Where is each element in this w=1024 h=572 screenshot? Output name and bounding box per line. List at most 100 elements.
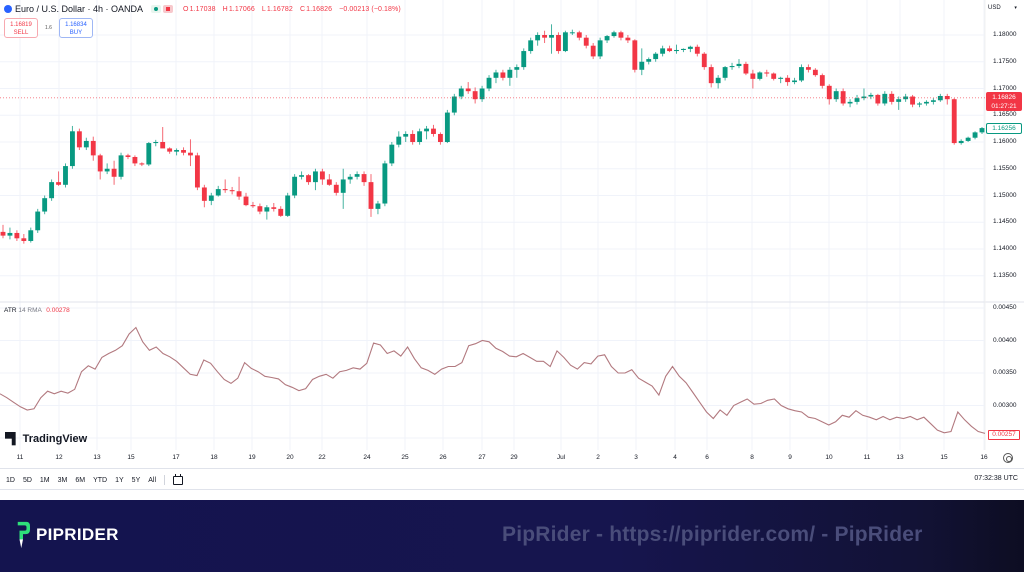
time-axis-label: 29	[510, 454, 518, 461]
spread-value: 1.6	[45, 25, 52, 31]
time-axis-label: 20	[286, 454, 294, 461]
time-axis-label: 27	[478, 454, 486, 461]
open-label: O	[183, 5, 189, 13]
clock[interactable]: 07:32:38 UTC	[974, 475, 1018, 482]
symbol-legend: Euro / U.S. Dollar · 4h · OANDA O1.17038…	[4, 4, 406, 14]
tradingview-wordmark: TradingView	[22, 433, 88, 445]
time-axis-label: 13	[93, 454, 101, 461]
atr-axis-label: 0.00350	[993, 369, 1017, 376]
sell-button[interactable]: 1.16819 SELL	[4, 18, 38, 38]
symbol-title[interactable]: Euro / U.S. Dollar · 4h · OANDA	[15, 4, 144, 14]
time-axis-label: 11	[863, 454, 871, 461]
time-axis-label: 3	[634, 454, 638, 461]
piprider-name: PIPRIDER	[36, 525, 119, 544]
buy-button[interactable]: 1.16834 BUY	[58, 18, 93, 38]
time-axis-label: 25	[401, 454, 409, 461]
time-axis-label: 26	[439, 454, 447, 461]
range-button-1y[interactable]: 1Y	[115, 476, 124, 484]
time-axis-label: 18	[210, 454, 218, 461]
current-price: 1.16826	[992, 94, 1016, 101]
market-open-icon[interactable]	[151, 5, 162, 13]
price-axis-label: 1.15000	[993, 191, 1017, 199]
low-value: 1.16782	[266, 5, 293, 13]
buy-label: BUY	[69, 30, 83, 36]
time-axis-label: 15	[940, 454, 948, 461]
atr-axis-label: 0.00400	[993, 336, 1017, 344]
piprider-brand[interactable]: PIPRIDER	[16, 519, 119, 551]
axis-settings-icon[interactable]	[1003, 453, 1013, 463]
price-axis-label: 1.17500	[993, 57, 1017, 65]
trade-buttons: 1.16819 SELL 1.6 1.16834 BUY	[4, 18, 93, 38]
date-range-buttons: 1D 5D 1M 3M 6M YTD 1Y 5Y All	[6, 473, 184, 485]
open-value: 1.17038	[189, 5, 216, 13]
current-price-tag: 1.16826 01:27:21	[986, 92, 1022, 111]
chart-canvas[interactable]	[0, 0, 1024, 500]
close-value: 1.16826	[306, 5, 333, 13]
chart-area[interactable]: Euro / U.S. Dollar · 4h · OANDA O1.17038…	[0, 0, 1024, 500]
atr-line	[0, 326, 986, 434]
low-label: L	[261, 5, 266, 13]
data-status-icon[interactable]	[163, 5, 174, 13]
range-button-1d[interactable]: 1D	[6, 476, 15, 484]
high-value: 1.17066	[228, 5, 255, 13]
chevron-down-icon: ▾	[1014, 5, 1017, 11]
range-button-ytd[interactable]: YTD	[93, 476, 108, 484]
price-axis-label: 1.14000	[993, 245, 1017, 252]
bottom-toolbar: 1D 5D 1M 3M 6M YTD 1Y 5Y All 07:32:38 UTC	[0, 468, 1024, 490]
time-axis-label: 2	[596, 454, 600, 461]
atr-name: ATR	[4, 307, 17, 314]
atr-axis-label: 0.00300	[993, 401, 1017, 409]
atr-last-tag: 0.00257	[988, 430, 1020, 440]
time-axis-label: 24	[363, 454, 371, 461]
time-axis-label: Jul	[556, 454, 566, 461]
range-button-5y[interactable]: 5Y	[131, 476, 141, 484]
price-axis-label: 1.18000	[993, 31, 1017, 38]
ohlc-values: O1.17038 H1.17066 L1.16782 C1.16826 −0.0…	[183, 6, 406, 13]
range-button-6m[interactable]: 6M	[75, 476, 86, 484]
atr-legend[interactable]: ATR 14 RMA 0.00278	[4, 307, 70, 314]
time-axis-label: 6	[705, 454, 709, 461]
atr-params: 14 RMA	[18, 307, 42, 314]
time-axis[interactable]: 11 12 13 15 17 18 19 20 22 24 25 26 27 29 Jul 2 3 4 6 8 9 10 1…	[0, 454, 1024, 466]
change-value: −0.00213 (−0.18%)	[339, 5, 401, 13]
high-label: H	[222, 5, 228, 13]
range-button-1m[interactable]: 1M	[39, 476, 50, 484]
time-axis-label: 16	[980, 454, 988, 461]
toolbar-divider	[164, 475, 166, 485]
currency-label: USD	[988, 5, 1001, 11]
go-to-date-calendar-icon[interactable]	[173, 473, 184, 485]
piprider-logo-icon	[17, 521, 30, 549]
bar-countdown: 01:27:21	[991, 103, 1017, 110]
price-axis-label: 1.17000	[993, 84, 1017, 92]
close-label: C	[299, 5, 306, 13]
price-axis-label: 1.16000	[993, 138, 1017, 145]
price-axis-label: 1.13500	[993, 271, 1017, 279]
time-axis-label: 10	[825, 454, 833, 461]
time-axis-label: 22	[318, 454, 326, 461]
piprider-watermark: PipRider - https://piprider.com/ - PipRi…	[502, 523, 923, 546]
price-axis-label: 1.14500	[993, 218, 1017, 226]
atr-value: 0.00278	[46, 307, 70, 314]
currency-select[interactable]: USD ▾	[988, 5, 1017, 11]
time-axis-label: 17	[172, 454, 180, 461]
buy-price: 1.16834	[65, 22, 87, 28]
time-axis-label: 15	[127, 454, 135, 461]
range-button-3m[interactable]: 3M	[57, 476, 68, 484]
symbol-flag-icon	[4, 5, 12, 13]
time-axis-label: 9	[788, 454, 792, 461]
range-button-5d[interactable]: 5D	[22, 476, 32, 484]
last-price-tag: 1.16256	[986, 123, 1022, 134]
range-button-all[interactable]: All	[148, 476, 157, 484]
price-axis-label: 1.16500	[993, 111, 1017, 119]
sell-price: 1.16819	[10, 22, 32, 28]
time-axis-label: 13	[896, 454, 904, 461]
tradingview-mark-icon: ▀▌	[5, 433, 20, 445]
price-axis-label: 1.15500	[993, 164, 1017, 172]
time-axis-label: 8	[750, 454, 754, 461]
candlestick-series	[0, 24, 985, 244]
atr-axis-label: 0.00450	[993, 304, 1017, 311]
sell-label: SELL	[13, 30, 29, 36]
tradingview-logo[interactable]: ▀▌ TradingView	[5, 433, 87, 445]
time-axis-label: 12	[55, 454, 63, 461]
